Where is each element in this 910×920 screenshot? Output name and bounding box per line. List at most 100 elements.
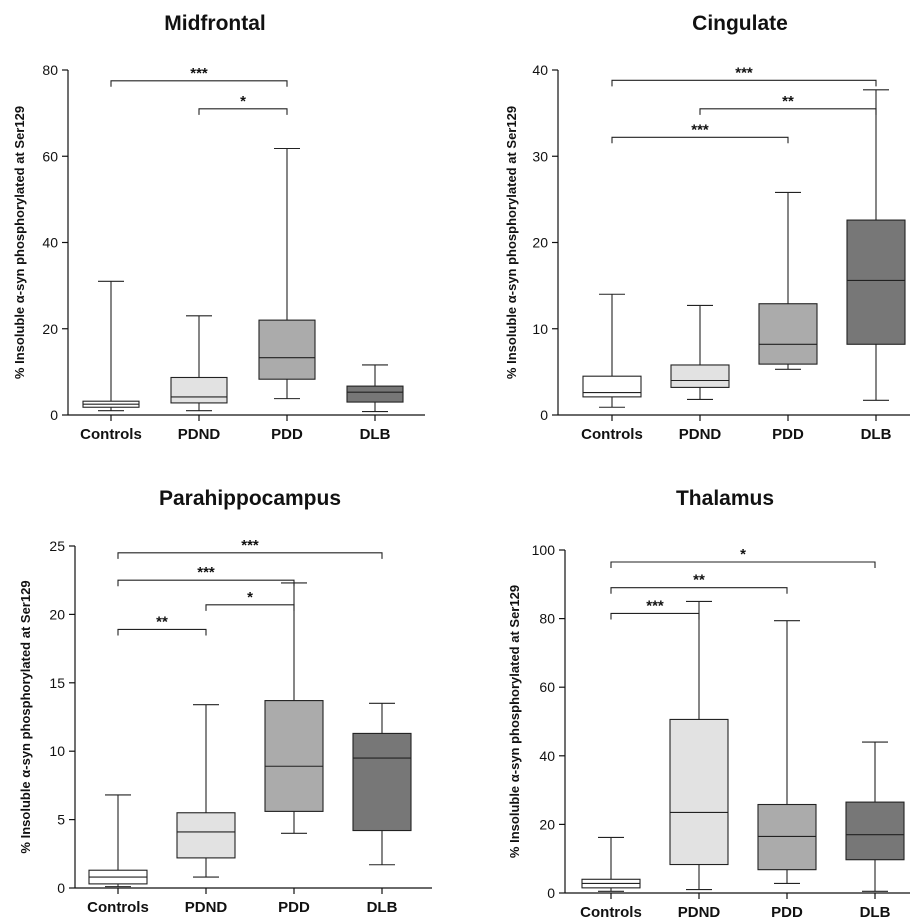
box-pdnd [670, 304, 730, 401]
y-tick-label: 25 [49, 538, 65, 554]
significance-label: ** [693, 572, 705, 589]
chart-panel-3: Thalamus % Insoluble α-syn phosphorylated… [507, 487, 910, 920]
y-tick-label: 80 [42, 62, 58, 78]
y-tick-label: 0 [547, 885, 555, 901]
iqr-box [346, 385, 404, 403]
y-tick-label: 5 [57, 812, 65, 828]
bracket-line [117, 628, 207, 636]
iqr-box [669, 718, 729, 866]
x-tick-label: PDND [678, 904, 721, 920]
y-tick-label: 30 [532, 148, 548, 164]
bracket-line [110, 80, 288, 87]
iqr-box [582, 375, 642, 398]
box-pdd [757, 620, 817, 884]
iqr-box [846, 219, 906, 345]
box-pdd [758, 191, 818, 370]
significance-label: ** [156, 613, 168, 630]
bracket-line [699, 108, 877, 115]
bracket-line [205, 604, 295, 611]
iqr-box [176, 812, 236, 859]
x-tick-label: PDD [771, 904, 803, 920]
y-axis-label: % Insoluble α-syn phosphorylated at Ser1… [12, 106, 27, 379]
x-tick-label: PDD [772, 426, 804, 443]
box-dlb [845, 741, 905, 892]
y-tick-label: 40 [539, 748, 555, 764]
box-pdnd [669, 600, 729, 891]
significance-bracket: *** [117, 537, 383, 559]
box-dlb [352, 702, 412, 866]
x-tick-label: PDND [679, 426, 722, 443]
box-controls [88, 794, 148, 888]
box-controls [581, 836, 641, 892]
significance-label: *** [646, 597, 664, 614]
y-tick-label: 20 [42, 321, 58, 337]
significance-bracket: ** [699, 93, 877, 115]
box-pdd [264, 582, 324, 834]
significance-label: *** [190, 65, 208, 82]
y-axis-label: % Insoluble α-syn phosphorylated at Ser1… [507, 585, 522, 858]
y-tick-label: 80 [539, 611, 555, 627]
bracket-line [611, 136, 789, 144]
x-tick-label: DLB [360, 426, 391, 443]
significance-bracket: * [205, 589, 295, 611]
significance-label: ** [782, 93, 794, 110]
x-tick-label: DLB [860, 904, 891, 920]
significance-bracket: *** [611, 121, 789, 144]
y-tick-label: 40 [42, 235, 58, 251]
chart-title: Midfrontal [164, 12, 265, 35]
iqr-box [845, 801, 905, 861]
x-tick-label: PDND [178, 426, 221, 443]
iqr-box [352, 732, 412, 832]
significance-label: *** [691, 121, 709, 138]
bracket-line [117, 552, 383, 559]
chart-panel-1: Cingulate % Insoluble α-syn phosphorylate… [504, 12, 910, 443]
x-tick-label: PDD [278, 899, 310, 916]
x-tick-label: PDND [185, 899, 228, 916]
significance-bracket: *** [117, 564, 295, 587]
significance-bracket: *** [610, 597, 700, 620]
y-tick-label: 20 [49, 606, 65, 622]
bracket-line [198, 108, 288, 115]
significance-bracket: * [198, 93, 288, 115]
bracket-line [610, 612, 700, 620]
bracket-line [610, 561, 876, 569]
significance-label: *** [197, 564, 215, 581]
significance-bracket: ** [117, 613, 207, 636]
iqr-box [258, 319, 316, 380]
chart-title: Parahippocampus [159, 487, 341, 510]
box-controls [582, 293, 642, 408]
significance-label: * [247, 589, 253, 606]
y-axis-label: % Insoluble α-syn phosphorylated at Ser1… [504, 106, 519, 379]
box-dlb [846, 89, 906, 401]
bracket-line [611, 79, 877, 87]
box-pdnd [176, 704, 236, 878]
significance-label: *** [241, 537, 259, 554]
y-tick-label: 60 [539, 679, 555, 695]
x-tick-label: DLB [861, 426, 892, 443]
x-tick-label: DLB [367, 899, 398, 916]
significance-bracket: *** [611, 64, 877, 87]
chart-title: Cingulate [692, 12, 788, 35]
iqr-box [758, 303, 818, 365]
y-tick-label: 20 [532, 235, 548, 251]
box-dlb [346, 364, 404, 413]
iqr-box [264, 700, 324, 812]
chart-title: Thalamus [676, 487, 774, 510]
iqr-box [757, 803, 817, 871]
box-controls [82, 280, 140, 412]
y-tick-label: 10 [532, 321, 548, 337]
significance-label: *** [735, 64, 753, 81]
significance-bracket: ** [610, 572, 788, 594]
y-tick-label: 0 [50, 407, 58, 423]
y-tick-label: 20 [539, 816, 555, 832]
y-tick-label: 60 [42, 148, 58, 164]
significance-label: * [740, 546, 746, 563]
x-tick-label: Controls [87, 899, 149, 916]
y-tick-label: 100 [532, 542, 556, 558]
y-tick-label: 10 [49, 743, 65, 759]
box-pdnd [170, 315, 228, 412]
x-tick-label: Controls [80, 426, 142, 443]
significance-bracket: *** [110, 65, 288, 87]
y-tick-label: 15 [49, 675, 65, 691]
bracket-line [610, 587, 788, 594]
